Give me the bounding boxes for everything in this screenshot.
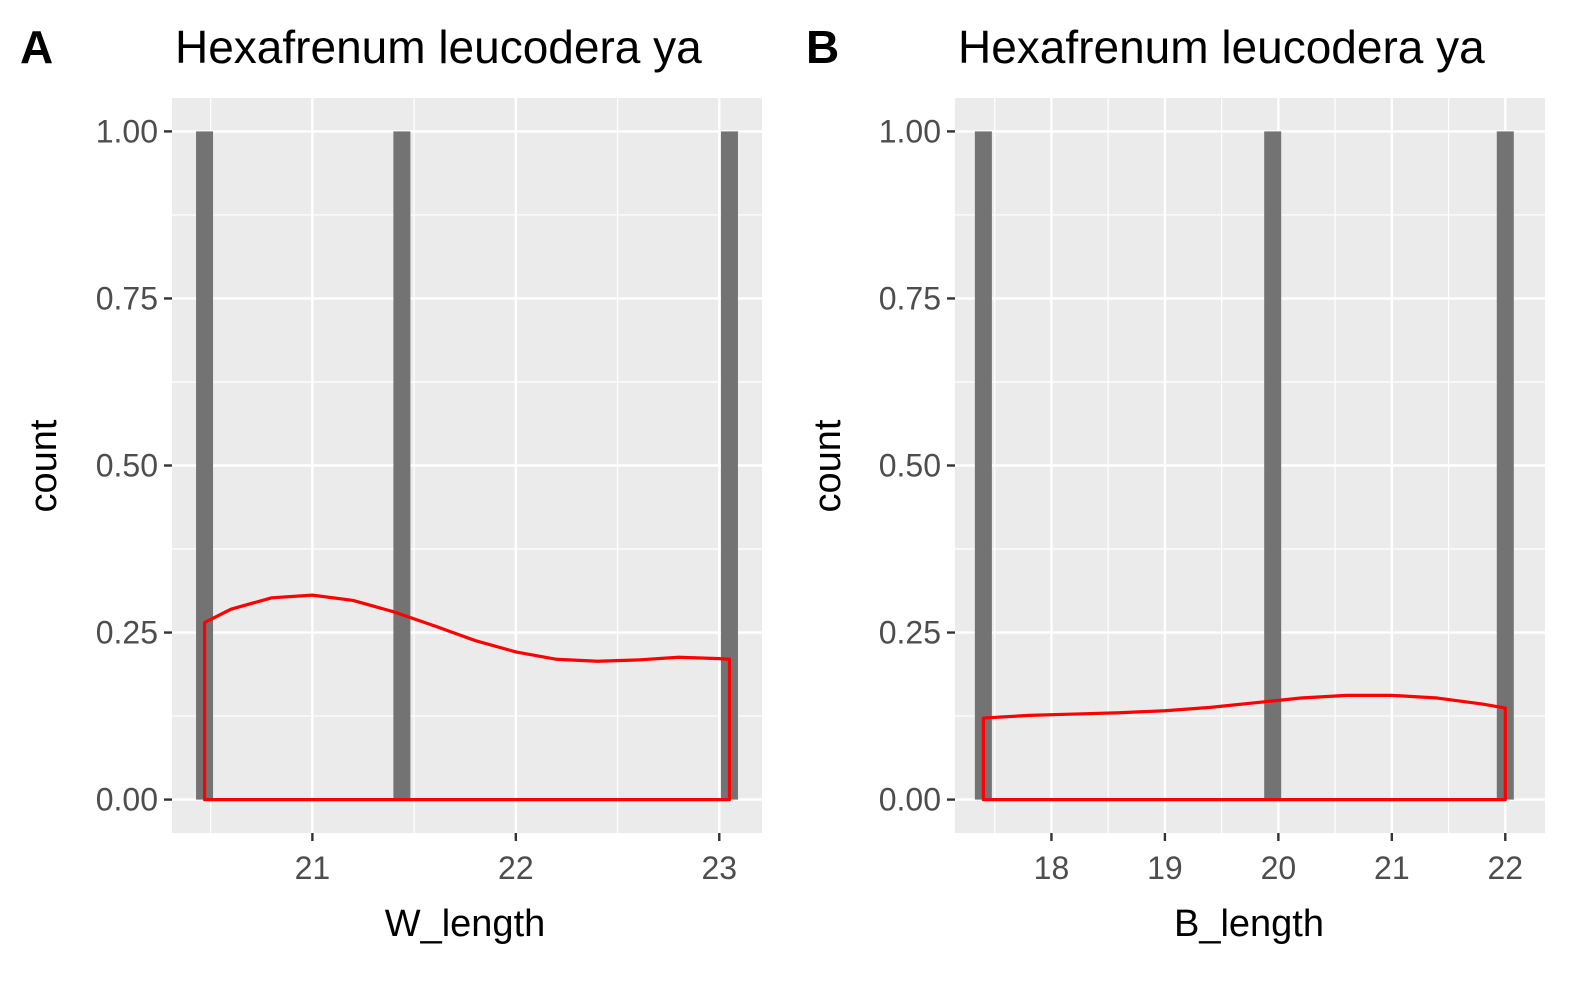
- y-tick-label: 0.75: [879, 280, 941, 316]
- y-tick-label: 0.25: [96, 615, 158, 651]
- panel-tag: A: [20, 21, 53, 73]
- x-tick-label: 21: [1374, 850, 1410, 886]
- histogram-bar: [974, 131, 992, 800]
- y-tick-label: 0.00: [96, 782, 158, 818]
- y-axis-title: count: [807, 419, 849, 512]
- histogram-bar: [393, 131, 411, 800]
- x-tick-label: 21: [295, 850, 331, 886]
- density-curve: [981, 693, 1507, 802]
- histogram-bar: [196, 131, 214, 800]
- panel-tag: B: [806, 21, 839, 73]
- x-tick-label: 22: [498, 850, 534, 886]
- panel-b: B Hexafrenum leucodera ya 0.000.250.500.…: [806, 21, 1545, 945]
- chart-title: Hexafrenum leucodera ya: [175, 21, 702, 73]
- histogram-bar: [720, 131, 738, 800]
- y-tick-label: 1.00: [879, 113, 941, 149]
- histogram-bar: [1496, 131, 1514, 800]
- x-axis-title: W_length: [385, 903, 546, 945]
- x-tick-label: 22: [1487, 850, 1523, 886]
- y-tick-label: 0.25: [879, 615, 941, 651]
- y-tick-label: 0.75: [96, 280, 158, 316]
- title-clip-cover: [796, 0, 816, 90]
- density-curve: [202, 593, 732, 802]
- y-tick-label: 0.00: [879, 782, 941, 818]
- x-tick-label: 19: [1147, 850, 1183, 886]
- histogram-bar: [1264, 131, 1282, 800]
- plot-area: 0.00 0.25 0.50 0.75 1.00 18 19 20 21 22: [879, 98, 1545, 886]
- y-tick-label: 0.50: [879, 448, 941, 484]
- x-tick-label: 18: [1034, 850, 1070, 886]
- y-tick-label: 0.50: [96, 448, 158, 484]
- plot-area: 0.00 0.25 0.50 0.75 1.00 21 22 23: [96, 98, 762, 886]
- y-axis-title: count: [23, 419, 65, 512]
- x-axis-title: B_length: [1174, 903, 1324, 945]
- y-tick-label: 1.00: [96, 113, 158, 149]
- x-tick-label: 23: [701, 850, 737, 886]
- chart-title: Hexafrenum leucodera ya: [958, 21, 1485, 73]
- x-tick-label: 20: [1261, 850, 1297, 886]
- panel-a: A Hexafrenum leucodera ya 0.000.250.500.…: [20, 21, 762, 945]
